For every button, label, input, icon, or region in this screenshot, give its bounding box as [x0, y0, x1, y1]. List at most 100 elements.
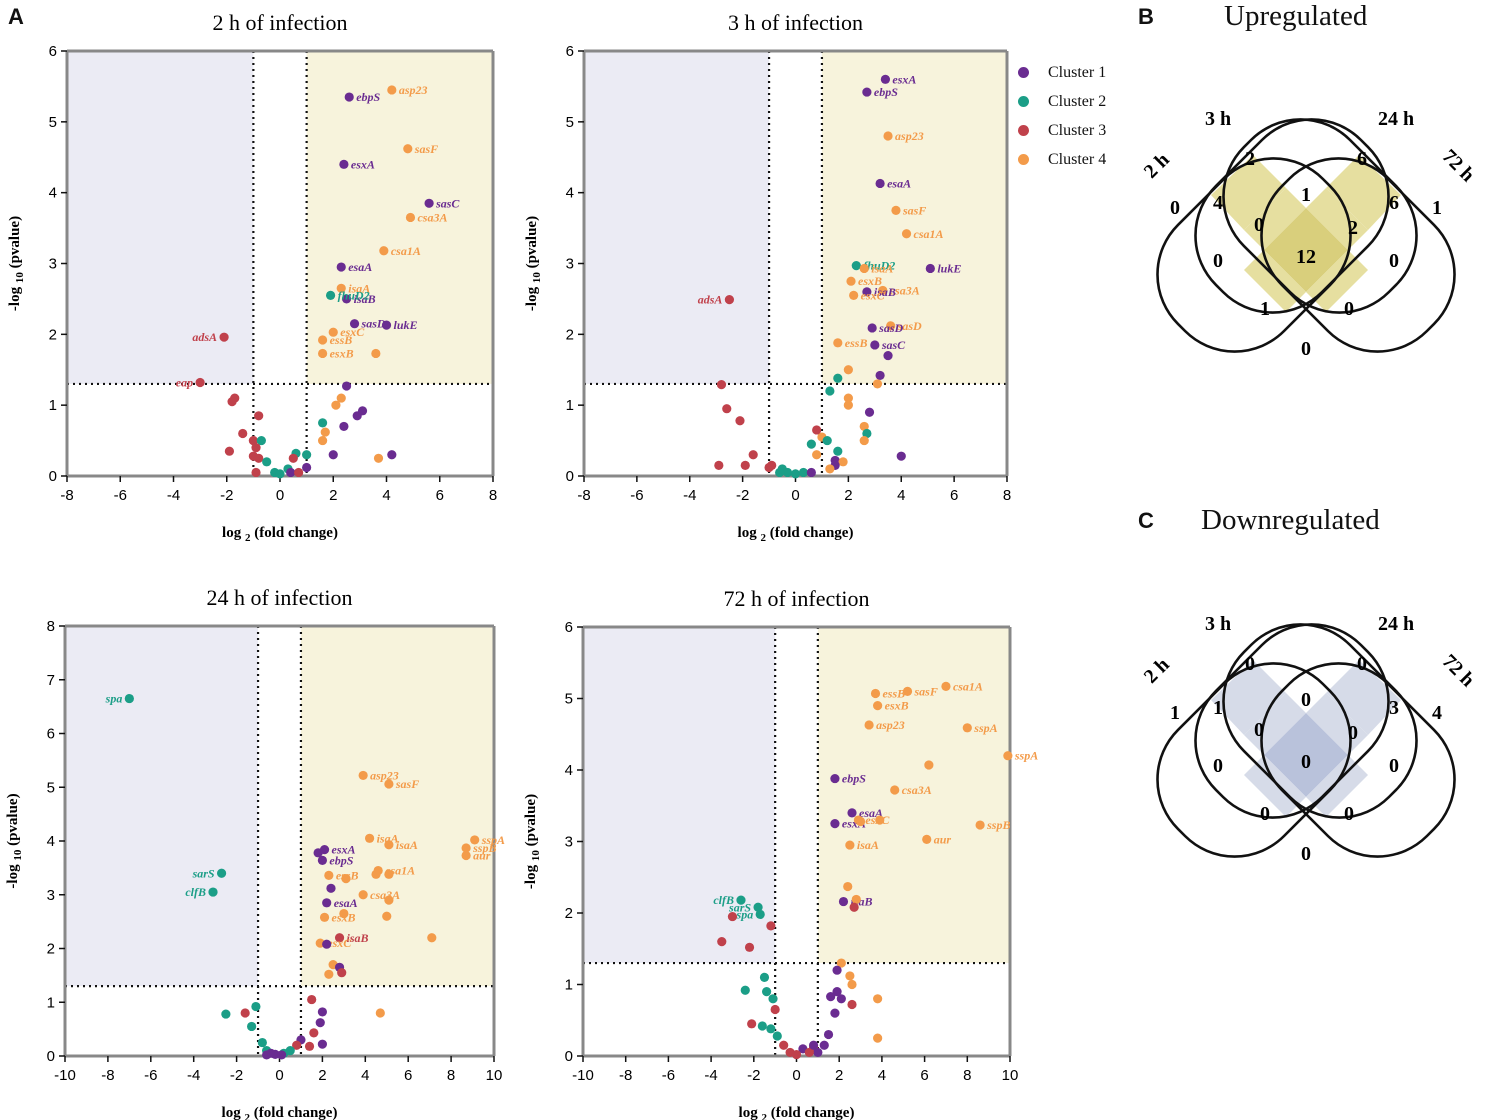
- venn-set-outline: [1222, 118, 1418, 314]
- gene-label: isaA: [857, 838, 879, 852]
- volcano-plot: -10 -8 -6 -4 -2 0 2 4 6 8 10 0 1 2 3 4 5 6 7 8 24 h of infec…: [5, 585, 505, 1120]
- data-point: [341, 874, 351, 884]
- data-point: [813, 1047, 823, 1058]
- down-region: [65, 626, 259, 987]
- x-tick-label: 4: [361, 1067, 369, 1084]
- venn-count: 0: [1389, 755, 1399, 777]
- venn-count: 0: [1254, 719, 1264, 741]
- data-point: [772, 1031, 782, 1041]
- gene-label: spa: [736, 907, 754, 921]
- data-point: [755, 909, 765, 920]
- y-axis-label-main: -log: [524, 283, 540, 311]
- data-point: [922, 834, 932, 844]
- data-point: [364, 833, 375, 843]
- gene-label: isaB: [354, 292, 376, 306]
- x-tick-label: 6: [436, 487, 444, 504]
- data-point: [891, 205, 901, 215]
- data-point: [744, 942, 755, 952]
- data-point: [896, 451, 906, 461]
- venn-count: 3: [1389, 697, 1399, 719]
- gene-label: sasC: [881, 338, 906, 352]
- x-tick-label: 4: [382, 487, 390, 504]
- data-point: [382, 911, 392, 921]
- data-point: [823, 1029, 834, 1040]
- venn-diagram: 2 h 3 h 24 h 72 h 0 2 6 1 4 6 1 0 2 0 0 12 1 0 0: [1140, 108, 1479, 360]
- venn-count: 0: [1245, 653, 1255, 675]
- x-tick-label: 8: [489, 487, 497, 504]
- data-point: [880, 74, 890, 84]
- data-point: [195, 377, 205, 388]
- data-point: [262, 1050, 272, 1060]
- legend-swatch: [1018, 96, 1029, 107]
- venn-set-label: 3 h: [1205, 108, 1231, 130]
- gene-label: esxA: [332, 843, 356, 857]
- venn-count: 0: [1213, 250, 1223, 272]
- legend-label: Cluster 4: [1048, 150, 1107, 168]
- gene-label: fhuD2: [338, 288, 370, 302]
- data-point: [962, 723, 972, 733]
- gene-label: sasD: [878, 321, 903, 335]
- data-point: [775, 467, 785, 478]
- venn-set-outline: [1156, 662, 1352, 858]
- venn-region-bcd: [1306, 693, 1368, 755]
- data-point: [717, 937, 727, 947]
- gene-label: sspB: [472, 841, 496, 855]
- data-point: [221, 1009, 231, 1019]
- y-tick-label: 4: [565, 762, 573, 779]
- data-point: [262, 457, 272, 467]
- data-point: [427, 933, 437, 943]
- data-point: [847, 979, 857, 990]
- data-point: [275, 469, 285, 479]
- data-point: [836, 958, 846, 968]
- gene-label: csa1A: [914, 227, 944, 241]
- venn-set-outline: [1194, 118, 1390, 314]
- data-point: [862, 287, 872, 297]
- y-axis-label-sub: 10: [530, 850, 542, 862]
- data-point: [339, 908, 349, 919]
- gene-label: lukE: [394, 318, 418, 332]
- venn-region-abc: [1244, 188, 1306, 250]
- gene-label: esaA: [348, 260, 372, 274]
- gene-label: sasF: [395, 777, 419, 791]
- data-point: [886, 321, 896, 331]
- data-point: [836, 994, 846, 1004]
- data-point: [883, 131, 893, 141]
- x-axis-label-sub: 2: [244, 1112, 250, 1120]
- venn-region-bcd: [1306, 188, 1368, 250]
- data-point: [864, 407, 875, 417]
- gene-label: isaA: [377, 831, 399, 845]
- y-axis-label-tail: (pvalue): [524, 216, 540, 272]
- venn-region-cd: [1326, 660, 1401, 735]
- data-point: [325, 290, 336, 300]
- data-point: [371, 348, 381, 359]
- y-tick-label: 4: [47, 833, 55, 850]
- data-point: [806, 467, 816, 478]
- volcano-plot: -10 -8 -6 -4 -2 0 2 4 6 8 10 0 1 2 3 4 5 6 72 h of infecti…: [523, 586, 1038, 1120]
- venn-count: 1: [1260, 298, 1270, 320]
- data-point: [302, 450, 312, 460]
- y-tick-label: 6: [566, 43, 574, 60]
- x-tick-label: 0: [791, 487, 799, 504]
- x-axis-label: log 2 (fold change): [738, 525, 854, 544]
- data-point: [859, 421, 869, 432]
- x-axis-label-tail: (fold change): [766, 525, 854, 541]
- y-tick-label: 0: [49, 468, 57, 485]
- gene-label: esxC: [327, 936, 352, 950]
- data-point: [843, 365, 853, 375]
- y-tick-label: 3: [47, 887, 55, 904]
- panel-label-b: B: [1138, 4, 1154, 29]
- data-point: [328, 327, 338, 337]
- data-point: [826, 992, 836, 1002]
- x-axis-label-sub: 2: [761, 1112, 767, 1120]
- data-point: [845, 840, 855, 850]
- data-point: [845, 971, 855, 981]
- y-tick-label: 2: [49, 326, 57, 343]
- y-tick-label: 6: [49, 43, 57, 60]
- data-point: [819, 1040, 829, 1050]
- gene-label: esxB: [330, 346, 354, 360]
- y-tick-label: 1: [566, 397, 574, 414]
- data-point: [822, 435, 832, 446]
- data-point: [387, 85, 397, 95]
- legend-swatch: [1018, 125, 1029, 136]
- data-point: [208, 887, 218, 897]
